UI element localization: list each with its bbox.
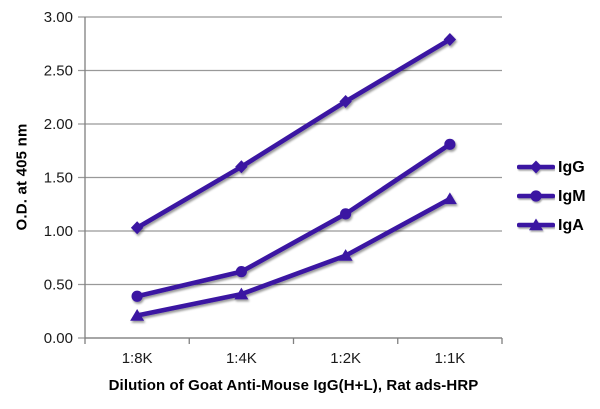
series-IgG [130, 32, 457, 235]
series-line [134, 37, 453, 231]
x-tick-label: 1:2K [330, 350, 361, 367]
y-tick-label: 2.00 [44, 116, 73, 133]
diamond-marker [130, 221, 144, 235]
triangle-marker [442, 192, 457, 205]
triangle-legend-icon [517, 218, 555, 230]
series-IgA [130, 192, 457, 321]
series-line [134, 196, 453, 318]
diamond-marker [529, 160, 543, 173]
y-axis-title: O.D. at 405 nm [13, 123, 31, 231]
legend-item-IgG: IgG [517, 153, 586, 182]
circle-marker [444, 138, 456, 150]
x-tick-label: 1:1K [434, 350, 465, 367]
legend-item-IgA: IgA [517, 211, 586, 240]
y-tick-label: 0.50 [44, 277, 73, 294]
legend-label: IgG [558, 158, 585, 176]
circle-marker [340, 208, 352, 220]
x-tick-label: 1:8K [122, 350, 153, 367]
legend: IgG IgM IgA [517, 153, 586, 240]
diamond-marker [443, 32, 457, 46]
triangle-marker [529, 218, 543, 230]
y-tick-label: 1.00 [44, 223, 73, 240]
series-IgM [131, 138, 456, 302]
y-tick-label: 2.50 [44, 63, 73, 80]
x-axis-title: Dilution of Goat Anti-Mouse IgG(H+L), Ra… [108, 377, 479, 394]
y-tick-label: 3.00 [44, 9, 73, 26]
triangle-marker [338, 249, 353, 261]
legend-label: IgM [558, 187, 586, 205]
y-tick-label: 1.50 [44, 170, 73, 187]
circle-legend-icon [517, 189, 555, 202]
diamond-marker [339, 95, 352, 109]
diamond-legend-icon [517, 160, 555, 173]
y-tick-label: 0.00 [44, 330, 73, 347]
triangle-marker [130, 309, 145, 321]
circle-marker [131, 290, 143, 302]
circle-marker [530, 189, 542, 202]
legend-item-IgM: IgM [517, 182, 586, 211]
triangle-marker [234, 287, 249, 300]
diamond-marker [235, 160, 248, 174]
legend-label: IgA [558, 216, 584, 234]
x-tick-label: 1:4K [226, 350, 257, 367]
circle-marker [235, 266, 247, 278]
series-line [134, 142, 453, 299]
